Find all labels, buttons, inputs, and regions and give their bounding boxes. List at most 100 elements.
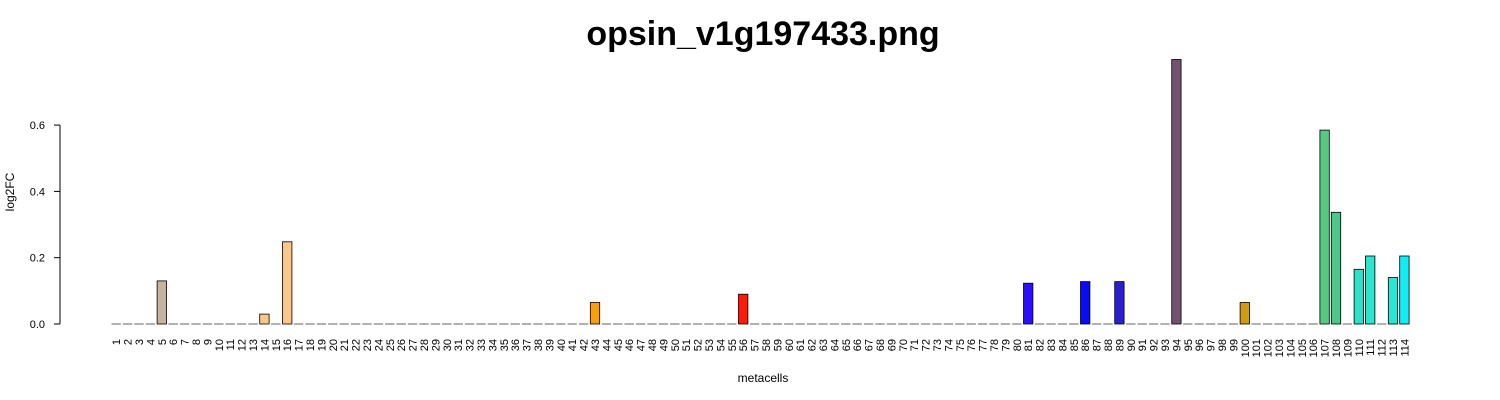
x-tick-label: 35 bbox=[499, 339, 511, 351]
x-tick-label: 70 bbox=[898, 339, 910, 351]
x-tick-label: 47 bbox=[636, 339, 648, 351]
x-tick-label: 108 bbox=[1331, 339, 1343, 357]
x-tick-label: 9 bbox=[202, 339, 214, 345]
x-tick-label: 112 bbox=[1377, 339, 1389, 357]
x-tick-label: 78 bbox=[989, 339, 1001, 351]
bar-14 bbox=[259, 313, 270, 325]
x-tick-label: 42 bbox=[579, 339, 591, 351]
x-tick-label: 79 bbox=[1000, 339, 1012, 351]
x-tick-label: 12 bbox=[237, 339, 249, 351]
x-tick-label: 98 bbox=[1217, 339, 1229, 351]
x-tick-label: 67 bbox=[864, 339, 876, 351]
x-tick-label: 46 bbox=[624, 339, 636, 351]
x-tick-label: 39 bbox=[544, 339, 556, 351]
x-tick-label: 10 bbox=[214, 339, 226, 351]
y-tick-label: 0.4 bbox=[30, 186, 45, 198]
x-tick-label: 91 bbox=[1137, 339, 1149, 351]
x-tick-label: 95 bbox=[1183, 339, 1195, 351]
x-tick-label: 32 bbox=[465, 339, 477, 351]
y-tick-label: 0.0 bbox=[30, 319, 45, 331]
x-tick-label: 106 bbox=[1308, 339, 1320, 357]
x-tick-label: 85 bbox=[1069, 339, 1081, 351]
x-tick-label: 26 bbox=[396, 339, 408, 351]
x-tick-label: 20 bbox=[328, 339, 340, 351]
x-tick-label: 44 bbox=[601, 339, 613, 351]
x-tick-label: 50 bbox=[670, 339, 682, 351]
x-tick-label: 11 bbox=[225, 339, 237, 350]
x-tick-label: 87 bbox=[1092, 339, 1104, 351]
x-tick-label: 64 bbox=[829, 339, 841, 351]
x-tick-label: 66 bbox=[852, 339, 864, 351]
bar-5 bbox=[156, 280, 167, 325]
x-tick-label: 5 bbox=[157, 339, 169, 345]
x-tick-label: 105 bbox=[1297, 339, 1309, 357]
x-tick-label: 73 bbox=[932, 339, 944, 351]
x-tick-label: 54 bbox=[715, 339, 727, 351]
x-tick-label: 75 bbox=[955, 339, 967, 351]
x-tick-label: 74 bbox=[943, 339, 955, 351]
x-tick-label: 71 bbox=[909, 339, 921, 351]
x-tick-label: 38 bbox=[533, 339, 545, 351]
chart-title: opsin_v1g197433.png bbox=[586, 15, 939, 53]
x-tick-label: 77 bbox=[978, 339, 990, 351]
x-tick-label: 31 bbox=[453, 339, 465, 351]
x-tick-label: 94 bbox=[1171, 339, 1183, 351]
x-tick-label: 99 bbox=[1228, 339, 1240, 351]
x-tick-label: 65 bbox=[841, 339, 853, 351]
bar-100 bbox=[1239, 302, 1250, 325]
x-tick-label: 114 bbox=[1399, 339, 1411, 357]
bar-81 bbox=[1023, 282, 1034, 325]
bar-111 bbox=[1365, 255, 1376, 325]
x-tick-label: 57 bbox=[750, 339, 762, 351]
x-tick-label: 80 bbox=[1012, 339, 1024, 351]
y-tick-label: 0.2 bbox=[30, 253, 45, 265]
x-tick-label: 36 bbox=[510, 339, 522, 351]
x-tick-label: 81 bbox=[1023, 339, 1035, 351]
x-tick-label: 96 bbox=[1194, 339, 1206, 351]
x-tick-label: 56 bbox=[738, 339, 750, 351]
bar-114 bbox=[1399, 255, 1410, 325]
bar-94 bbox=[1171, 59, 1182, 325]
x-tick-label: 92 bbox=[1149, 339, 1161, 351]
x-tick-label: 93 bbox=[1160, 339, 1172, 351]
x-tick-label: 48 bbox=[647, 339, 659, 351]
x-tick-label: 16 bbox=[282, 339, 294, 351]
bar-16 bbox=[282, 241, 293, 325]
x-tick-label: 59 bbox=[772, 339, 784, 351]
x-tick-label: 109 bbox=[1342, 339, 1354, 357]
x-tick-label: 97 bbox=[1206, 339, 1218, 351]
x-tick-labels: 1 2 3 4 5 6 7 8 9 10 11 12 13 14 15 16 17 18 19 20 21 22 23 24 2… bbox=[111, 339, 1411, 357]
x-tick-label: 86 bbox=[1080, 339, 1092, 351]
bar-86 bbox=[1080, 281, 1091, 325]
x-tick-label: 110 bbox=[1354, 339, 1366, 357]
x-tick-label: 113 bbox=[1388, 339, 1400, 357]
x-tick-label: 7 bbox=[180, 339, 192, 345]
x-tick-label: 83 bbox=[1046, 339, 1058, 351]
x-tick-label: 30 bbox=[442, 339, 454, 351]
x-tick-label: 68 bbox=[875, 339, 887, 351]
x-tick-label: 41 bbox=[567, 339, 579, 351]
x-tick-label: 58 bbox=[761, 339, 773, 351]
x-tick-label: 21 bbox=[339, 339, 351, 351]
x-tick-label: 102 bbox=[1263, 339, 1275, 357]
y-axis: 0.0 0.2 0.4 0.6 bbox=[30, 120, 61, 331]
x-tick-label: 61 bbox=[795, 339, 807, 351]
x-tick-label: 24 bbox=[373, 339, 385, 351]
x-tick-label: 28 bbox=[419, 339, 431, 351]
x-tick-label: 13 bbox=[248, 339, 260, 351]
x-tick-label: 33 bbox=[476, 339, 488, 351]
x-tick-label: 18 bbox=[305, 339, 317, 351]
x-tick-label: 84 bbox=[1057, 339, 1069, 351]
bar-43 bbox=[589, 302, 601, 325]
bar-107 bbox=[1319, 129, 1330, 325]
x-tick-label: 25 bbox=[385, 339, 397, 351]
x-tick-label: 62 bbox=[807, 339, 819, 351]
bar-series bbox=[111, 59, 1410, 325]
bar-56 bbox=[738, 293, 749, 325]
x-tick-label: 2 bbox=[123, 339, 135, 345]
x-tick-label: 19 bbox=[316, 339, 328, 351]
x-tick-label: 1 bbox=[111, 339, 123, 345]
x-tick-label: 89 bbox=[1114, 339, 1126, 351]
x-tick-label: 53 bbox=[704, 339, 716, 351]
